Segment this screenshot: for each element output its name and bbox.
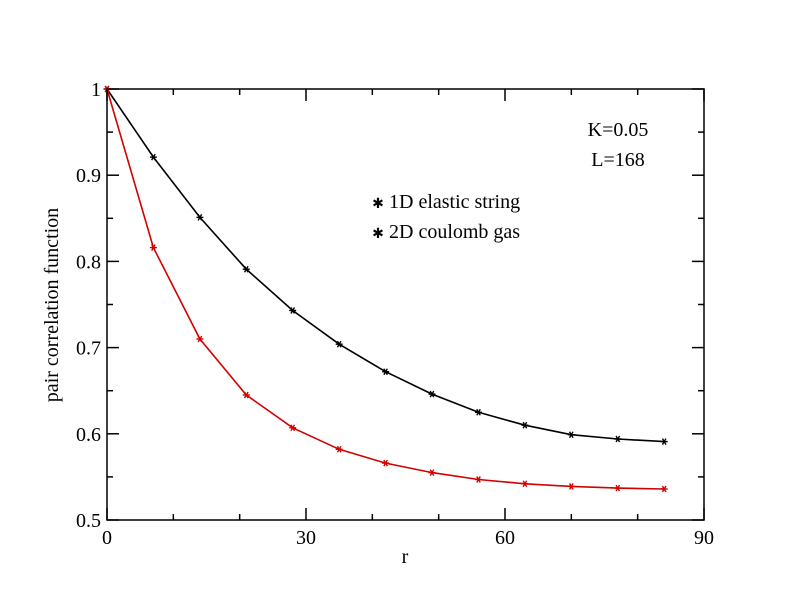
data-point-2d-coulomb-gas	[567, 483, 575, 490]
series-layer	[103, 85, 668, 493]
data-point-marker-stroke	[243, 265, 249, 273]
data-point-marker-stroke	[615, 484, 621, 492]
data-point-1d-elastic-string	[521, 421, 529, 429]
data-point-2d-coulomb-gas	[242, 391, 250, 399]
legend-marker-1d-elastic-string: ✱	[372, 197, 384, 212]
data-point-marker-stroke	[336, 445, 342, 453]
data-point-marker-stroke	[568, 431, 574, 439]
legend-marker-2d-coulomb-gas: ✱	[372, 227, 384, 242]
data-point-marker-stroke	[476, 408, 481, 416]
series-line-2d-coulomb-gas	[106, 88, 665, 490]
y-tick-label: 0.5	[76, 510, 101, 532]
data-point-1d-elastic-string	[660, 438, 668, 445]
data-point-1d-elastic-string	[567, 431, 575, 439]
data-point-marker-stroke	[661, 485, 667, 493]
data-point-2d-coulomb-gas	[382, 459, 390, 467]
data-point-marker-stroke	[661, 438, 667, 445]
annotation-k: K=0.05	[588, 119, 649, 141]
data-point-marker-stroke	[290, 424, 296, 432]
data-point-marker-stroke	[615, 435, 621, 443]
data-point-2d-coulomb-gas	[149, 244, 157, 251]
plot-frame	[106, 88, 705, 521]
data-point-marker-stroke	[197, 214, 203, 221]
y-tick-label: 0.9	[76, 165, 101, 187]
series-line-1d-elastic-string	[106, 88, 665, 443]
y-tick-label: 0.6	[76, 424, 101, 446]
data-point-2d-coulomb-gas	[335, 445, 343, 453]
data-point-marker-stroke	[151, 244, 156, 251]
data-point-1d-elastic-string	[614, 435, 622, 443]
annotation-l: L=168	[591, 149, 645, 171]
data-point-marker-stroke	[290, 307, 296, 314]
x-tick-label: 30	[296, 527, 316, 549]
data-point-2d-coulomb-gas	[521, 480, 529, 488]
data-point-1d-elastic-string	[335, 340, 343, 348]
x-tick-label: 90	[694, 527, 714, 549]
data-point-marker-stroke	[476, 476, 481, 483]
ticks-layer	[106, 88, 705, 521]
data-point-1d-elastic-string	[149, 153, 157, 161]
data-point-marker-stroke	[197, 335, 203, 343]
data-point-marker-stroke	[243, 391, 249, 399]
data-point-marker-stroke	[429, 469, 435, 476]
data-point-marker-stroke	[568, 483, 574, 490]
data-point-1d-elastic-string	[196, 214, 204, 221]
data-point-1d-elastic-string	[382, 368, 390, 376]
data-point-marker-stroke	[383, 368, 388, 376]
y-tick-label: 1	[91, 79, 101, 101]
data-point-2d-coulomb-gas	[475, 476, 482, 483]
data-point-2d-coulomb-gas	[614, 484, 622, 492]
legend-label-1d-elastic-string: 1D elastic string	[389, 191, 520, 213]
legend-label-2d-coulomb-gas: 2D coulomb gas	[389, 221, 520, 243]
data-point-marker-stroke	[522, 421, 528, 429]
x-tick-label: 0	[102, 527, 112, 549]
y-axis-label: pair correlation function	[41, 208, 63, 402]
data-point-2d-coulomb-gas	[428, 469, 436, 476]
y-tick-label: 0.8	[76, 251, 101, 273]
data-point-marker-stroke	[522, 480, 528, 488]
data-point-marker-stroke	[151, 153, 156, 161]
data-point-2d-coulomb-gas	[289, 424, 297, 432]
data-point-2d-coulomb-gas	[196, 335, 204, 343]
legend: ✱ 1D elastic string ✱ 2D coulomb gas	[372, 191, 520, 243]
data-point-marker-stroke	[429, 390, 435, 398]
data-point-1d-elastic-string	[242, 265, 250, 273]
data-point-1d-elastic-string	[475, 408, 482, 416]
tick-labels-layer: 0 30 60 90 0.5 0.6 0.7 0.8 0.9 1	[76, 79, 714, 549]
y-tick-label: 0.7	[76, 338, 101, 360]
data-point-1d-elastic-string	[428, 390, 436, 398]
x-axis-label: r	[402, 546, 409, 568]
x-tick-label: 60	[495, 527, 515, 549]
data-point-2d-coulomb-gas	[660, 485, 668, 493]
data-point-marker-stroke	[336, 340, 342, 348]
data-point-marker-stroke	[383, 459, 388, 467]
data-point-1d-elastic-string	[289, 307, 297, 314]
